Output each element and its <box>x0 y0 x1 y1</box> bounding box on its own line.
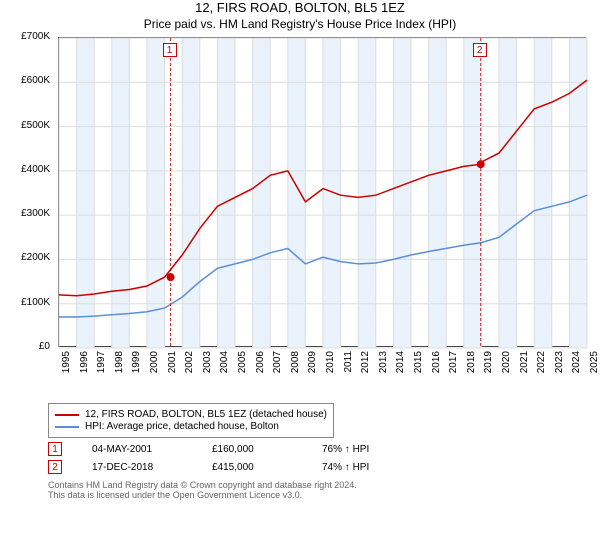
legend-swatch <box>55 426 79 428</box>
sale-vs-hpi: 76% ↑ HPI <box>322 444 369 455</box>
y-tick-label: £0 <box>0 341 50 352</box>
footer: Contains HM Land Registry data © Crown c… <box>48 480 590 500</box>
footer-line-2: This data is licensed under the Open Gov… <box>48 490 590 500</box>
x-tick-label: 2024 <box>571 351 582 381</box>
legend-item: HPI: Average price, detached house, Bolt… <box>55 421 327 432</box>
legend-and-table: 12, FIRS ROAD, BOLTON, BL5 1EZ (detached… <box>48 403 590 474</box>
x-tick-label: 2001 <box>167 351 178 381</box>
plot-svg <box>59 38 587 348</box>
chart-area: £0£100K£200K£300K£400K£500K£600K£700K 19… <box>10 37 590 397</box>
x-tick-label: 2020 <box>501 351 512 381</box>
sale-date: 04-MAY-2001 <box>92 444 182 455</box>
legend-swatch <box>55 414 79 416</box>
x-tick-label: 1999 <box>131 351 142 381</box>
y-tick-label: £500K <box>0 120 50 131</box>
x-tick-label: 2023 <box>554 351 565 381</box>
x-tick-label: 2011 <box>343 351 354 381</box>
y-tick-label: £200K <box>0 252 50 263</box>
x-tick-label: 2015 <box>413 351 424 381</box>
sale-row: 1 04-MAY-2001 £160,000 76% ↑ HPI <box>48 442 590 456</box>
x-tick-label: 2002 <box>184 351 195 381</box>
plot-box <box>58 37 586 347</box>
y-tick-label: £400K <box>0 164 50 175</box>
sale-price: £415,000 <box>212 462 292 473</box>
x-tick-label: 1997 <box>96 351 107 381</box>
x-tick-label: 1995 <box>61 351 72 381</box>
x-tick-label: 2025 <box>589 351 600 381</box>
x-tick-label: 2021 <box>519 351 530 381</box>
legend-box: 12, FIRS ROAD, BOLTON, BL5 1EZ (detached… <box>48 403 334 438</box>
sale-row-num: 2 <box>48 460 62 474</box>
x-tick-label: 2008 <box>290 351 301 381</box>
legend-label: 12, FIRS ROAD, BOLTON, BL5 1EZ (detached… <box>85 409 327 420</box>
chart-subtitle: Price paid vs. HM Land Registry's House … <box>0 17 600 31</box>
sale-marker <box>167 273 175 281</box>
chart-title: 12, FIRS ROAD, BOLTON, BL5 1EZ <box>0 0 600 15</box>
x-tick-label: 2004 <box>219 351 230 381</box>
x-tick-label: 2019 <box>483 351 494 381</box>
sale-callout: 2 <box>473 43 487 57</box>
sale-vs-hpi: 74% ↑ HPI <box>322 462 369 473</box>
x-tick-label: 2022 <box>536 351 547 381</box>
footer-line-1: Contains HM Land Registry data © Crown c… <box>48 480 590 490</box>
x-tick-label: 2016 <box>431 351 442 381</box>
legend-label: HPI: Average price, detached house, Bolt… <box>85 421 279 432</box>
x-tick-label: 2007 <box>272 351 283 381</box>
sale-row: 2 17-DEC-2018 £415,000 74% ↑ HPI <box>48 460 590 474</box>
y-tick-label: £300K <box>0 208 50 219</box>
sale-marker <box>477 160 485 168</box>
x-tick-label: 1996 <box>79 351 90 381</box>
sale-date: 17-DEC-2018 <box>92 462 182 473</box>
x-tick-label: 2010 <box>325 351 336 381</box>
x-tick-label: 2013 <box>378 351 389 381</box>
x-tick-label: 2006 <box>255 351 266 381</box>
x-tick-label: 2009 <box>307 351 318 381</box>
y-tick-label: £100K <box>0 297 50 308</box>
x-tick-label: 2018 <box>466 351 477 381</box>
y-tick-label: £700K <box>0 31 50 42</box>
x-tick-label: 2017 <box>448 351 459 381</box>
sale-price: £160,000 <box>212 444 292 455</box>
x-tick-label: 2005 <box>237 351 248 381</box>
y-tick-label: £600K <box>0 75 50 86</box>
sale-row-num: 1 <box>48 442 62 456</box>
x-tick-label: 1998 <box>114 351 125 381</box>
x-tick-label: 2012 <box>360 351 371 381</box>
sale-callout: 1 <box>163 43 177 57</box>
legend-item: 12, FIRS ROAD, BOLTON, BL5 1EZ (detached… <box>55 409 327 420</box>
x-tick-label: 2014 <box>395 351 406 381</box>
x-tick-label: 2003 <box>202 351 213 381</box>
x-tick-label: 2000 <box>149 351 160 381</box>
